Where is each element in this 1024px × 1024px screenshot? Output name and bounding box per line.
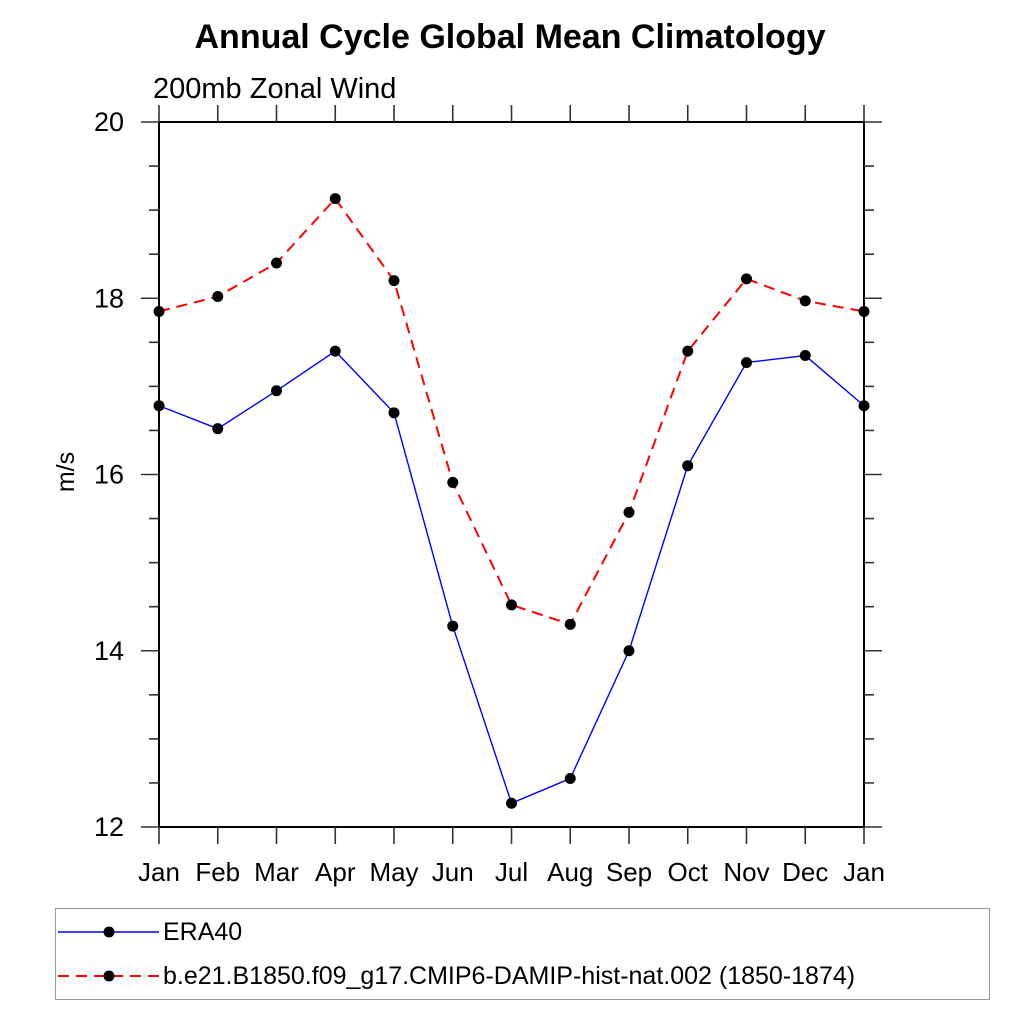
legend-label-model: b.e21.B1850.f09_g17.CMIP6-DAMIP-hist-nat…	[163, 961, 856, 990]
data-point	[329, 193, 341, 205]
data-point	[564, 773, 576, 785]
data-point	[858, 305, 870, 317]
data-point	[447, 476, 459, 488]
x-tick-label: Apr	[315, 857, 356, 887]
data-point	[799, 350, 811, 362]
data-point	[506, 797, 517, 809]
x-tick-label: Jun	[432, 857, 474, 887]
data-point	[858, 400, 870, 412]
legend-item-model: b.e21.B1850.f09_g17.CMIP6-DAMIP-hist-nat…	[56, 954, 989, 998]
legend-marker-dot	[103, 970, 115, 982]
axes-layer: Jan Feb Mar Apr May Jun Jul Aug Sep Oct Nov Dec Jan 1…	[94, 105, 885, 887]
data-point	[447, 620, 459, 632]
data-point	[741, 273, 752, 285]
data-point	[623, 645, 635, 657]
data-point	[212, 423, 224, 435]
x-tick-label: Jul	[495, 857, 528, 887]
chart-title: Annual Cycle Global Mean Climatology	[195, 18, 826, 56]
plot-frame	[158, 121, 865, 828]
data-point	[212, 290, 224, 302]
legend-item-era40: ERA40	[56, 910, 989, 954]
x-tick-label: Sep	[606, 857, 652, 887]
data-point	[506, 599, 517, 611]
legend-marker-dot	[103, 926, 115, 938]
data-point	[682, 460, 694, 472]
legend-label-era40: ERA40	[163, 917, 243, 946]
legend-sample-solid-line	[58, 926, 159, 938]
series-layer	[153, 193, 870, 809]
series-line-0	[158, 350, 865, 805]
data-point	[741, 357, 752, 369]
y-tick-label: 16	[94, 460, 124, 490]
y-tick-label: 12	[94, 812, 124, 842]
data-point	[388, 407, 400, 419]
y-tick-label: 14	[94, 636, 124, 666]
x-tick-label: Feb	[195, 857, 240, 887]
y-tick-label: 18	[94, 283, 124, 313]
data-point	[329, 345, 341, 357]
x-tick-label: Oct	[668, 857, 709, 887]
data-point	[799, 295, 811, 307]
series-line-1	[158, 197, 865, 626]
data-point	[271, 257, 282, 269]
data-point	[682, 345, 694, 357]
data-point	[271, 385, 282, 397]
x-tick-label: May	[369, 857, 418, 887]
x-tick-label: Aug	[547, 857, 593, 887]
data-point	[388, 275, 400, 287]
data-point	[623, 506, 635, 518]
y-tick-label: 20	[94, 107, 124, 137]
x-tick-label: Nov	[723, 857, 769, 887]
legend-sample-dashed-line	[58, 970, 159, 982]
y-axis-label: m/s	[52, 452, 80, 492]
data-point	[153, 305, 165, 317]
legend-box: ERA40 b.e21.B1850.f09_g17.CMIP6-DAMIP-hi…	[55, 908, 990, 1000]
data-point	[564, 618, 576, 630]
data-point	[153, 400, 165, 412]
x-tick-label: Jan	[138, 857, 180, 887]
chart-subtitle: 200mb Zonal Wind	[153, 73, 396, 105]
x-tick-label: Mar	[254, 857, 299, 887]
x-tick-label: Jan	[843, 857, 885, 887]
x-tick-label: Dec	[782, 857, 828, 887]
